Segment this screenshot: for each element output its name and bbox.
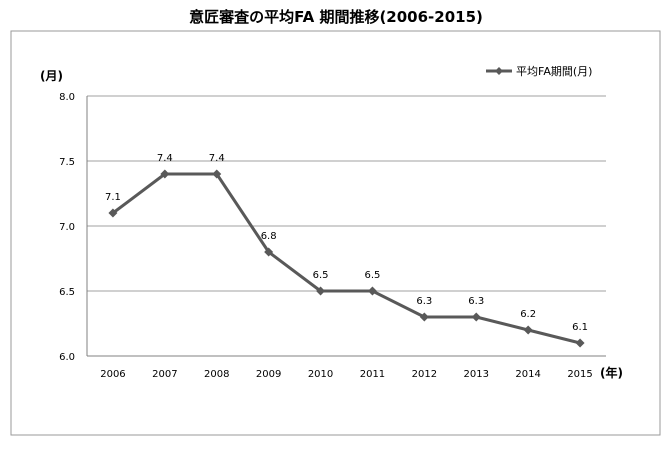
- x-axis-ticks: 2006 2007 2008 2009 2010 2011 2012 2013 2014 2015: [100, 369, 593, 380]
- data-point[interactable]: [575, 338, 585, 348]
- series-group: [108, 169, 585, 348]
- x-tick-label: 2010: [308, 369, 333, 380]
- y-tick-label: 6.0: [59, 352, 75, 363]
- x-tick-label: 2014: [515, 369, 540, 380]
- chart-area-border: [10, 30, 661, 436]
- y-axis-label: (月): [40, 69, 63, 83]
- data-label: 6.2: [520, 309, 536, 320]
- chart-title: 意匠審査の平均FA 期間推移(2006-2015): [189, 8, 483, 26]
- data-point[interactable]: [160, 169, 170, 179]
- data-label: 6.1: [572, 322, 588, 333]
- x-tick-label: 2015: [567, 369, 592, 380]
- data-label: 7.4: [157, 153, 173, 164]
- data-point[interactable]: [264, 247, 274, 257]
- data-label: 7.4: [209, 153, 225, 164]
- y-tick-label: 7.5: [59, 157, 75, 168]
- x-tick-label: 2011: [360, 369, 385, 380]
- x-tick-label: 2009: [256, 369, 281, 380]
- data-point[interactable]: [367, 286, 377, 296]
- data-label: 6.3: [416, 296, 432, 307]
- data-point[interactable]: [108, 208, 118, 218]
- data-label: 6.3: [468, 296, 484, 307]
- x-tick-label: 2006: [100, 369, 125, 380]
- x-axis-label: (年): [600, 365, 623, 380]
- data-label: 6.5: [313, 270, 329, 281]
- x-tick-label: 2012: [412, 369, 437, 380]
- data-point[interactable]: [419, 312, 429, 322]
- axes: [86, 96, 606, 357]
- y-axis-ticks: 6.0 6.5 7.0 7.5 8.0: [59, 92, 75, 363]
- data-label: 7.1: [105, 192, 121, 203]
- y-tick-label: 8.0: [59, 92, 75, 103]
- data-label: 6.8: [261, 231, 277, 242]
- data-point[interactable]: [523, 325, 533, 335]
- data-point[interactable]: [471, 312, 481, 322]
- series-line: [112, 172, 581, 345]
- legend-label: 平均FA期間(月): [516, 65, 592, 78]
- x-tick-label: 2007: [152, 369, 177, 380]
- data-point[interactable]: [316, 286, 326, 296]
- data-label: 6.5: [364, 270, 380, 281]
- legend[interactable]: 平均FA期間(月): [486, 65, 592, 78]
- y-tick-label: 6.5: [59, 287, 75, 298]
- data-labels: 7.1 7.4 7.4 6.8 6.5 6.5 6.3 6.3 6.2 6.1: [105, 153, 588, 333]
- x-tick-label: 2008: [204, 369, 229, 380]
- x-tick-label: 2013: [464, 369, 489, 380]
- legend-marker: [495, 67, 503, 75]
- data-point[interactable]: [212, 169, 222, 179]
- y-tick-label: 7.0: [59, 222, 75, 233]
